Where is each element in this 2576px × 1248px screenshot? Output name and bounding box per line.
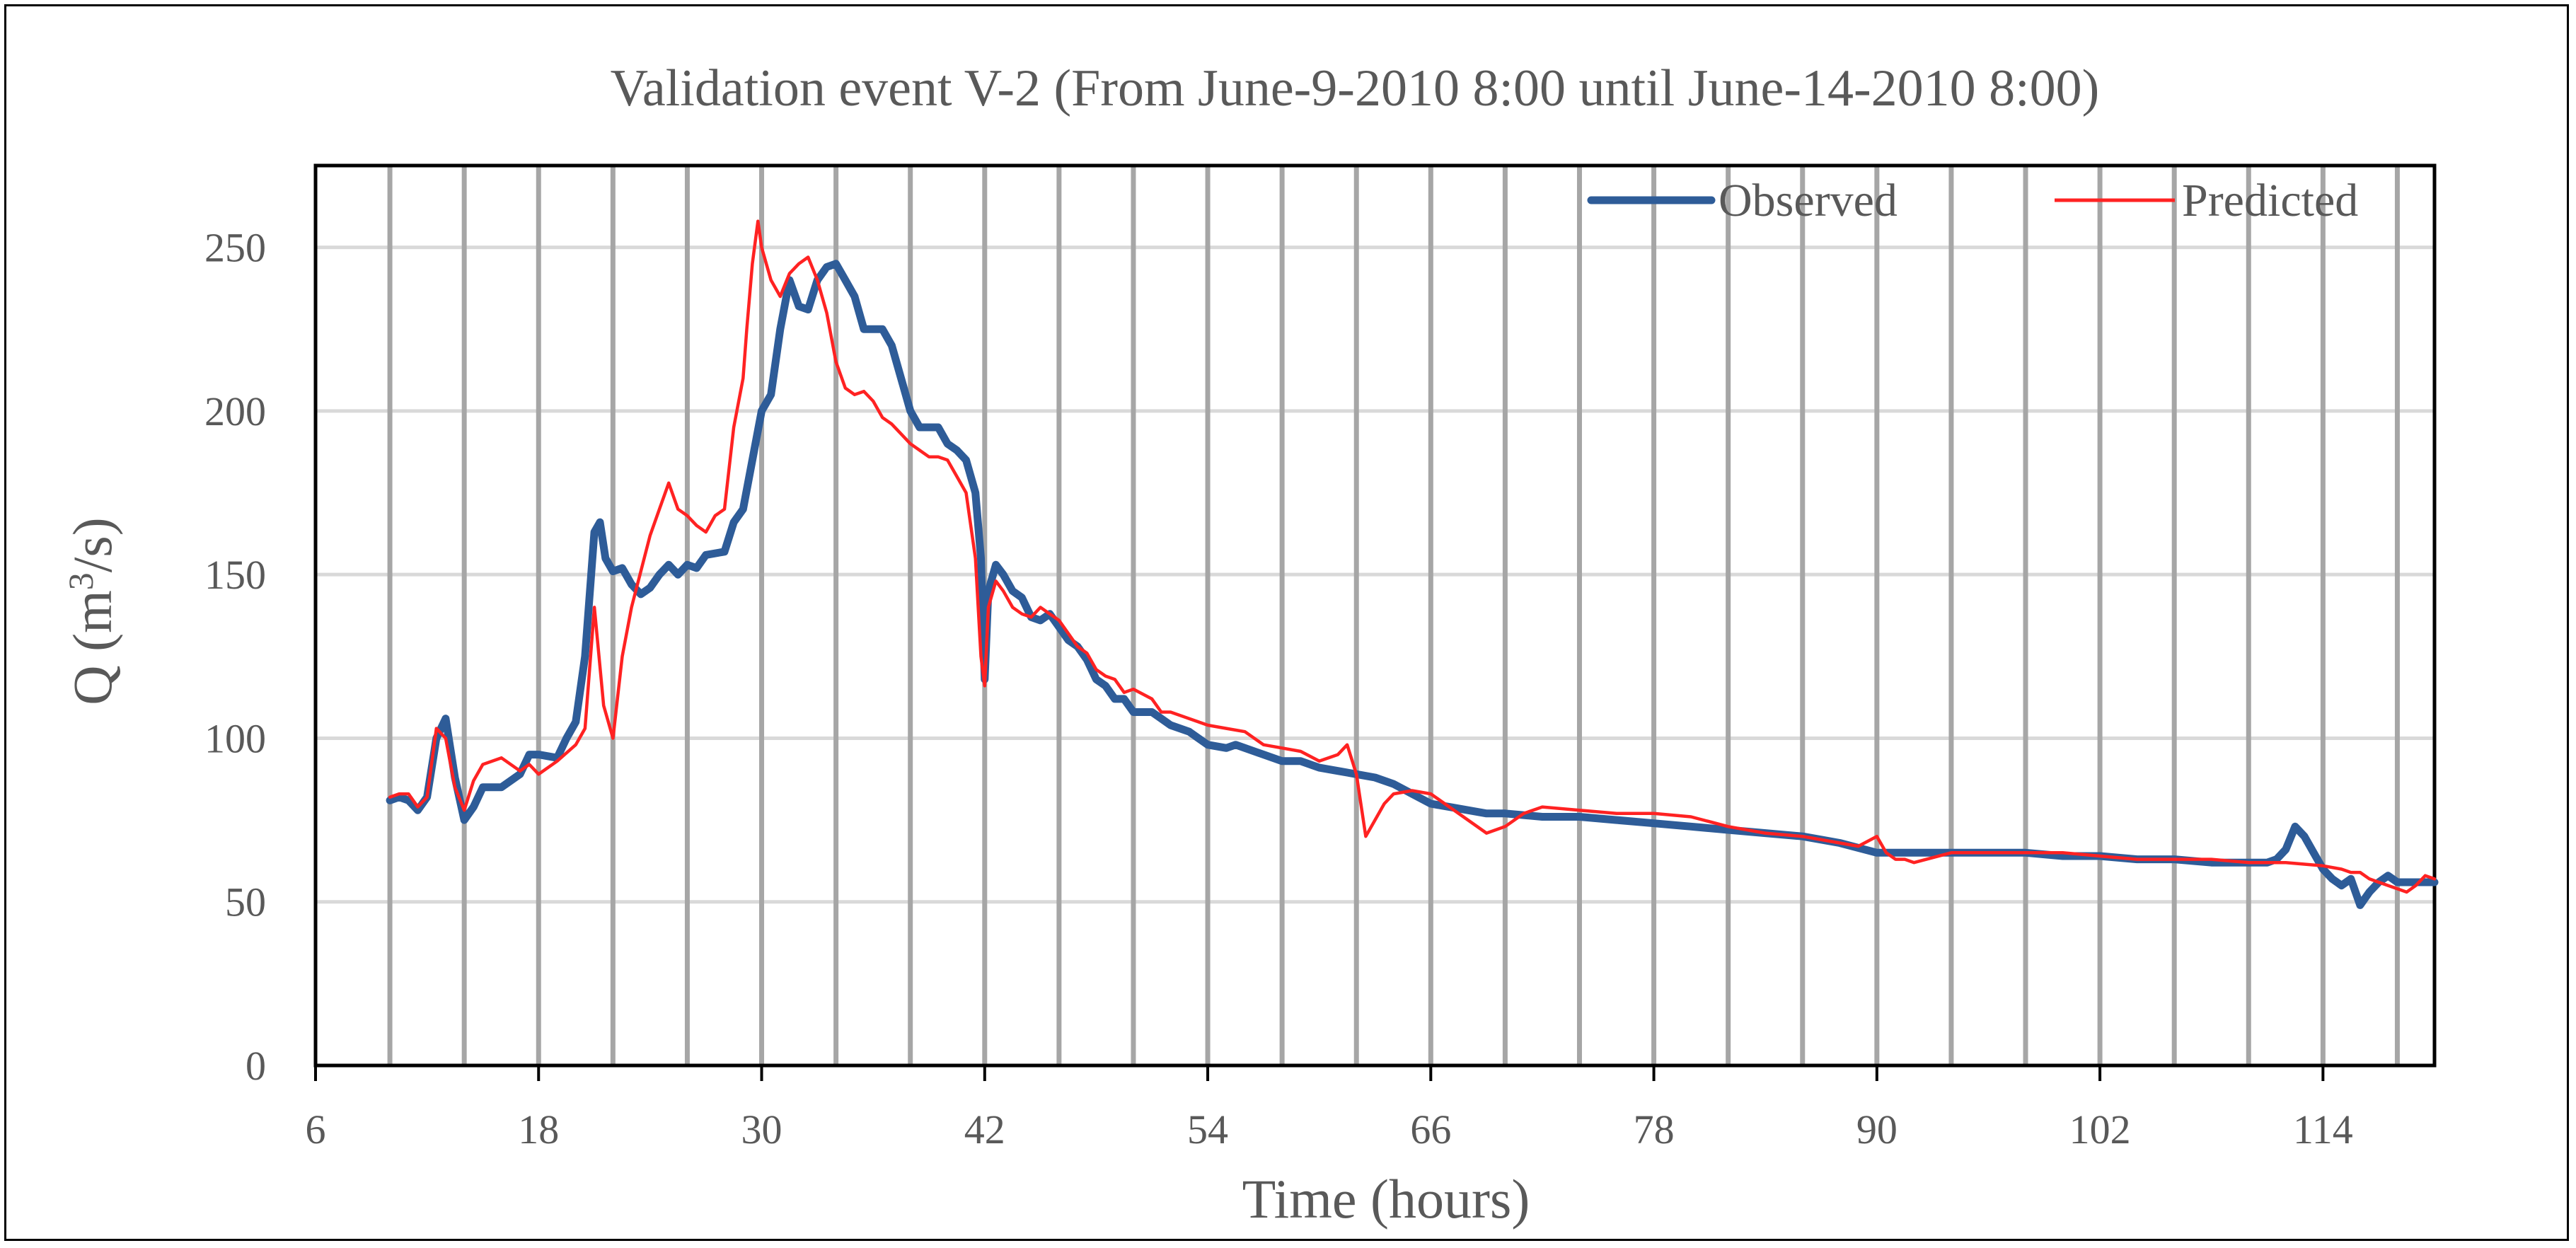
y-tick-label-150: 150 [204,552,266,598]
plot-area-border [313,163,2437,1068]
predicted-series-line [388,219,2437,894]
x-tick-label-102: 102 [2069,1107,2131,1152]
y-tick-label-50: 50 [225,879,266,925]
x-tick-label-18: 18 [518,1107,559,1152]
vertical-gridlines [387,166,2400,1065]
x-tick-label-66: 66 [1410,1107,1451,1152]
legend-observed-label: Observed [1719,175,1898,226]
y-axis-title-tail: /s) [62,517,123,572]
legend-predicted-label: Predicted [2182,175,2358,226]
x-tick-label-90: 90 [1856,1107,1898,1152]
y-tick-label-200: 200 [204,388,266,434]
y-tick-label-250: 250 [204,225,266,271]
x-tick-label-6: 6 [306,1107,326,1152]
x-tick-label-78: 78 [1634,1107,1675,1152]
y-axis-title: Q (m3/s) [61,517,123,705]
observed-series-line [386,260,2439,909]
horizontal-gridlines [316,245,2435,904]
y-axis-title-main: Q (m [62,590,123,705]
x-axis-title: Time (hours) [1242,1168,1530,1230]
chart-svg: Validation event V-2 (From June-9-2010 8… [61,59,2439,1230]
y-tick-label-100: 100 [204,715,266,761]
chart-frame: Validation event V-2 (From June-9-2010 8… [4,4,2569,1241]
y-axis-title-superscript: 3 [61,572,100,590]
y-axis-ticks: 0 50 100 150 200 250 [204,225,266,1089]
x-tick-label-114: 114 [2293,1107,2353,1152]
x-tick-label-42: 42 [964,1107,1005,1152]
x-tick-label-54: 54 [1187,1107,1228,1152]
y-tick-label-0: 0 [246,1043,266,1089]
legend: Observed Predicted [1587,175,2358,226]
x-axis-ticks: 6 18 30 42 54 66 78 90 102 114 [306,1065,2353,1152]
chart-title: Validation event V-2 (From June-9-2010 8… [611,59,2100,117]
series-layer [386,219,2439,909]
x-tick-label-30: 30 [741,1107,782,1152]
